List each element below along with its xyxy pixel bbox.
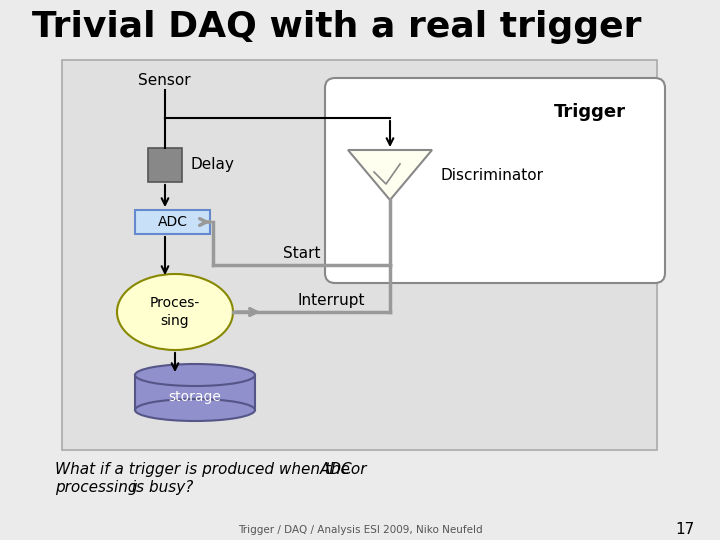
Text: is busy?: is busy? (127, 480, 194, 495)
Text: ADC: ADC (320, 462, 353, 477)
Text: ADC: ADC (158, 215, 187, 229)
Text: Trigger: Trigger (554, 103, 626, 121)
Ellipse shape (135, 399, 255, 421)
Text: Interrupt: Interrupt (298, 293, 365, 308)
Text: Start: Start (283, 246, 320, 261)
Text: Trivial DAQ with a real trigger: Trivial DAQ with a real trigger (32, 10, 642, 44)
Bar (135, 210, 210, 234)
Text: storage: storage (168, 389, 222, 403)
Text: Trigger / DAQ / Analysis ESI 2009, Niko Neufeld: Trigger / DAQ / Analysis ESI 2009, Niko … (238, 525, 482, 535)
Text: Proces-
sing: Proces- sing (150, 296, 200, 328)
FancyBboxPatch shape (62, 60, 657, 450)
Polygon shape (348, 150, 432, 200)
Bar (135, 375, 255, 410)
Bar (148, 148, 182, 182)
Text: Discriminator: Discriminator (440, 167, 543, 183)
Text: or: or (346, 462, 366, 477)
FancyBboxPatch shape (325, 78, 665, 283)
Text: processing: processing (55, 480, 138, 495)
Text: Delay: Delay (190, 158, 234, 172)
Text: Sensor: Sensor (138, 73, 191, 88)
Ellipse shape (135, 364, 255, 386)
Ellipse shape (117, 274, 233, 350)
Text: What if a trigger is produced when the: What if a trigger is produced when the (55, 462, 355, 477)
Text: 17: 17 (676, 522, 695, 537)
